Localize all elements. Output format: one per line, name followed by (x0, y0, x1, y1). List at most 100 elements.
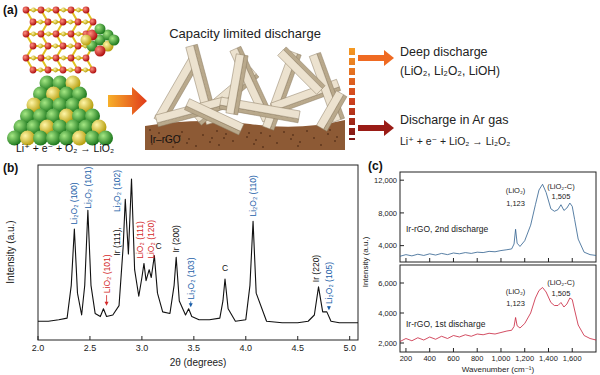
peak-label: C (155, 241, 161, 251)
substrate-dot (260, 132, 262, 134)
substrate-dot (186, 142, 188, 144)
y-tick (400, 343, 404, 344)
substrate-dot (297, 145, 299, 147)
crystal (278, 50, 323, 95)
series-label: Ir-rGO, 2nd discharge (406, 224, 488, 234)
atom (68, 20, 73, 25)
peak-label: (LiO₂-C) (547, 278, 575, 287)
atom (83, 20, 88, 25)
outcome-title: Discharge in Ar gas (400, 113, 508, 127)
outcome-title: Deep discharge (400, 45, 488, 59)
crystal (226, 54, 244, 114)
y-tick (400, 245, 404, 246)
x-tick-label: 1,400 (539, 354, 558, 363)
atom (30, 67, 37, 74)
peak-label: 1,123 (506, 199, 525, 208)
atom (95, 46, 106, 57)
x-tick (245, 336, 246, 340)
atom (38, 68, 43, 73)
x-tick-label: 400 (423, 354, 436, 363)
atom (23, 7, 30, 14)
atom (53, 31, 60, 38)
x-tick (548, 258, 549, 262)
peak-label: LiO₂ (111) (135, 221, 145, 259)
plot-frame (400, 265, 596, 352)
y-tick (400, 313, 404, 314)
x-tick (297, 336, 298, 340)
outcome-detail: (LiO₂, Li₂O₂, LiOH) (400, 64, 500, 78)
substrate-dot (181, 131, 183, 133)
outcome-bar (349, 48, 355, 140)
peak-label: LiO₂ (101) (102, 254, 112, 293)
atom (53, 55, 60, 62)
arrow-head (189, 303, 193, 307)
x-tick-label: 800 (471, 354, 484, 363)
atom (83, 55, 90, 62)
atom (95, 24, 106, 35)
x-tick-label: 2.0 (32, 343, 45, 353)
atom (31, 32, 36, 37)
x-tick-label: 600 (447, 354, 460, 363)
atom (38, 7, 45, 14)
substrate-dot (329, 129, 331, 131)
atom (83, 68, 88, 73)
x-tick (453, 258, 454, 262)
x-tick (477, 348, 478, 352)
atom (46, 56, 51, 61)
data-line (400, 184, 596, 256)
y-tick-label: 6,000 (378, 279, 397, 288)
peak-label: (LiO₂) (506, 186, 526, 195)
atom (38, 44, 43, 49)
panel-label: (c) (368, 159, 383, 173)
atom (75, 43, 82, 50)
panel-label: (a) (3, 3, 18, 17)
y-axis-label: Intensity (a.u.) (5, 220, 16, 283)
atom (109, 35, 120, 46)
substrate-dot (313, 137, 315, 139)
molecule-model (7, 7, 120, 146)
peak-label: 1,123 (506, 299, 525, 308)
y-tick-label: 8,000 (378, 209, 397, 218)
peak-label: C (222, 263, 228, 273)
plot-frame (400, 172, 596, 262)
substrate-dot (218, 144, 220, 146)
x-tick (500, 258, 501, 262)
x-tick-label: 1,600 (563, 354, 582, 363)
x-tick (524, 348, 525, 352)
atom (38, 31, 45, 38)
substrate-dot (292, 134, 294, 136)
atom (46, 8, 51, 13)
x-tick (477, 258, 478, 262)
chart: 2004006008001,0001,2001,4001,6002,0004,0… (361, 236, 596, 374)
atom (81, 35, 92, 46)
atom (60, 67, 67, 74)
diagram-title: Capacity limited discharge (169, 26, 321, 41)
reaction: Li⁺ + e⁻ + O₂ → LiO₂ (16, 142, 114, 154)
atom (45, 19, 52, 26)
peak-label: (LiO₂) (506, 287, 526, 296)
atom (53, 44, 58, 49)
x-tick (349, 336, 350, 340)
substrate-dot (334, 140, 336, 142)
atom (23, 55, 30, 62)
atom (53, 7, 60, 14)
substrate-dot (211, 137, 213, 139)
substrate-dot (290, 138, 292, 140)
substrate-dot (320, 144, 322, 146)
peak-label: (LiO₂-C) (547, 182, 575, 191)
substrate-dot (299, 141, 301, 143)
atom (76, 8, 81, 13)
atom (60, 19, 67, 26)
x-tick-label: 4.0 (240, 343, 253, 353)
atom (45, 43, 52, 50)
x-tick (193, 336, 194, 340)
substrate-dot (209, 141, 211, 143)
x-tick (405, 258, 406, 262)
outcome-detail: Li⁺ + e⁻ + LiO₂ → Li₂O₂ (400, 135, 510, 147)
substrate-dot (195, 145, 197, 147)
y-tick (400, 283, 404, 284)
y-tick-label: 2,000 (378, 339, 397, 348)
substrate-dot (276, 142, 278, 144)
substrate (145, 120, 345, 150)
atom (75, 19, 82, 26)
